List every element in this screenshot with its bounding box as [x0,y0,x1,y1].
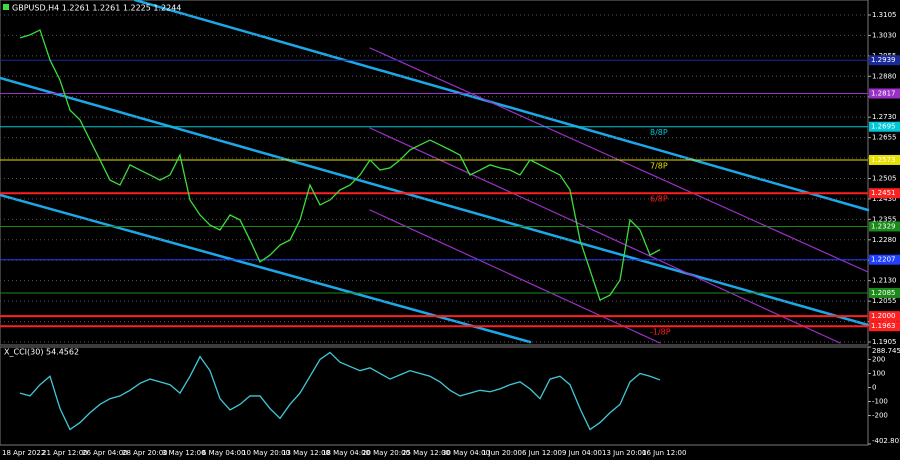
level-label-box [869,88,900,99]
level-label-box [869,154,900,165]
x-tick-label: 1 Jun 20:00 [482,449,522,457]
level-label: 1.2085 [871,289,896,297]
y-tick-label: 1.2280 [872,236,897,244]
level-label: 1.1963 [871,322,896,330]
y-tick-label: 1.2130 [872,277,897,285]
trend-channels [0,0,870,344]
x-tick-label: 25 May 12:00 [402,449,450,457]
x-tick-label: 18 Apr 2022 [2,449,45,457]
level-name: 6/8P [650,195,668,204]
level-name: -1/8P [650,328,671,337]
x-tick-label: 9 Jun 04:00 [562,449,602,457]
level-label: 1.2695 [871,123,896,131]
y-tick-label: 1.3105 [872,11,897,19]
level-label-box [869,188,900,199]
chart-title: GBPUSD,H4 1.2261 1.2261 1.2225 1.2244 [12,4,181,13]
y-tick-label: 100 [872,369,885,377]
level-label-box [869,321,900,332]
level-label: 1.2817 [871,89,896,97]
level-label: 1.2573 [871,156,896,164]
price-line [19,351,661,431]
y-tick-label: 1.2730 [872,113,897,121]
y-tick-label: 1.2655 [872,134,897,142]
x-tick-label: 20 May 20:00 [362,449,410,457]
y-tick-label: 1.1905 [872,338,897,346]
channel-line [0,76,870,327]
level-label-box [869,221,900,232]
y-tick-label: 288.7453 [872,347,900,355]
main-frame [0,0,869,346]
level-label: 1.2939 [871,56,896,64]
y-tick-label: -402.8018 [872,437,900,445]
x-tick-label: 16 Jun 12:00 [642,449,686,457]
x-tick-label: 6 Jun 12:00 [522,449,562,457]
level-name: 7/8P [650,161,668,170]
level-label-box [869,311,900,322]
channel-line [0,193,532,344]
y-tick-label: -100 [872,398,888,406]
x-tick-label: 21 Apr 12:00 [42,449,88,457]
y-tick-label: -200 [872,412,888,420]
y-tick-label: 1.3030 [872,31,897,39]
channel-line [369,209,661,344]
x-tick-label: 18 May 04:00 [322,449,370,457]
x-tick-label: 10 May 20:00 [242,449,290,457]
level-label: 1.2000 [871,312,896,320]
y-tick-label: 200 [872,355,885,363]
channel-line [369,127,841,344]
x-tick-label: 28 Apr 20:00 [122,449,168,457]
level-name: 8/8P [650,128,668,137]
price-line [19,29,661,301]
level-label-box [869,55,900,66]
y-tick-label: 1.2430 [872,195,897,203]
x-tick-label: 13 Jun 20:00 [602,449,646,457]
y-tick-label: 1.2355 [872,215,897,223]
cci-title: X_CCI(30) 54.4562 [4,348,79,357]
y-tick-label: 1.2505 [872,174,897,182]
level-label-box [869,287,900,298]
channel-line [133,0,870,212]
y-tick-label: 1.2055 [872,297,897,305]
x-tick-label: 3 May 12:00 [162,449,206,457]
x-tick-label: 6 May 04:00 [202,449,246,457]
level-label: 1.2451 [871,189,896,197]
level-label-box [869,254,900,265]
level-label-box [869,121,900,132]
cci-frame [0,346,869,446]
level-label: 1.2329 [871,222,896,230]
symbol-icon [3,4,9,10]
x-tick-label: 13 May 12:00 [282,449,330,457]
y-tick-label: 0 [872,384,876,392]
x-tick-label: 30 May 04:00 [442,449,490,457]
x-tick-label: 26 Apr 04:00 [82,449,128,457]
y-tick-label: 1.2880 [872,72,897,80]
level-label: 1.2207 [871,256,896,264]
